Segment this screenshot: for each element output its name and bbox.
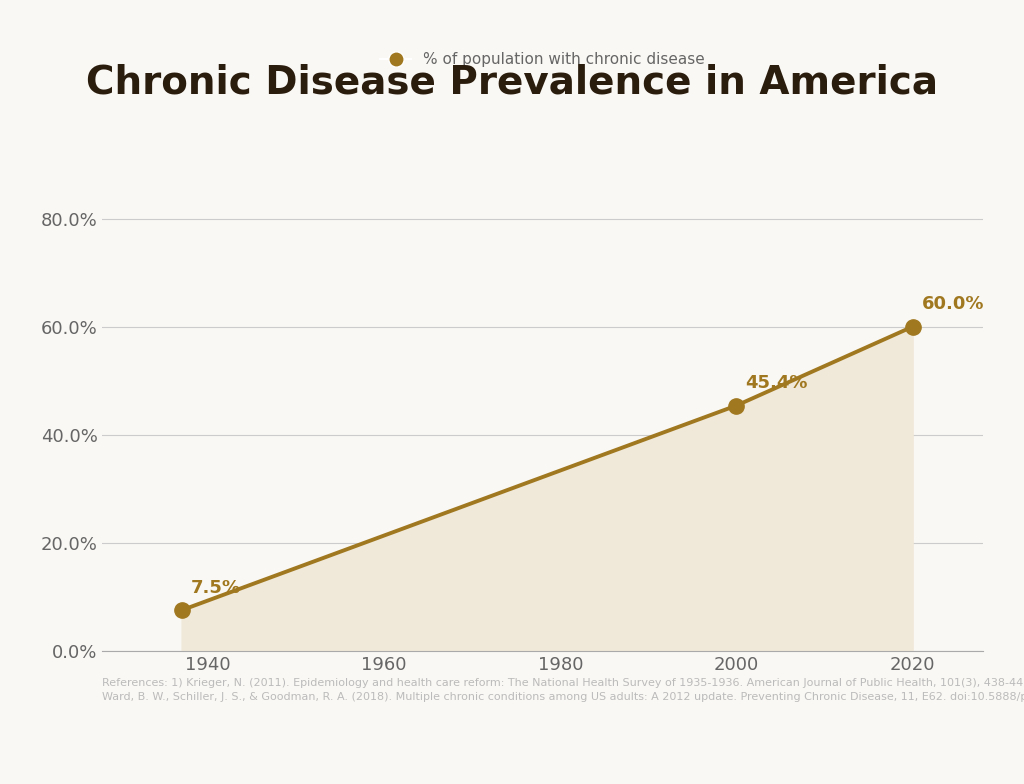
Text: 60.0%: 60.0% (922, 295, 984, 313)
Text: References: 1) Krieger, N. (2011). Epidemiology and health care reform: The Nati: References: 1) Krieger, N. (2011). Epide… (102, 678, 1024, 702)
Text: Chronic Disease Prevalence in America: Chronic Disease Prevalence in America (86, 64, 938, 101)
Text: 45.4%: 45.4% (745, 374, 808, 392)
Text: 7.5%: 7.5% (190, 579, 241, 597)
Point (728, 399, 744, 412)
Legend: % of population with chronic disease: % of population with chronic disease (375, 46, 711, 73)
Point (904, 321, 921, 333)
Point (173, 604, 189, 616)
